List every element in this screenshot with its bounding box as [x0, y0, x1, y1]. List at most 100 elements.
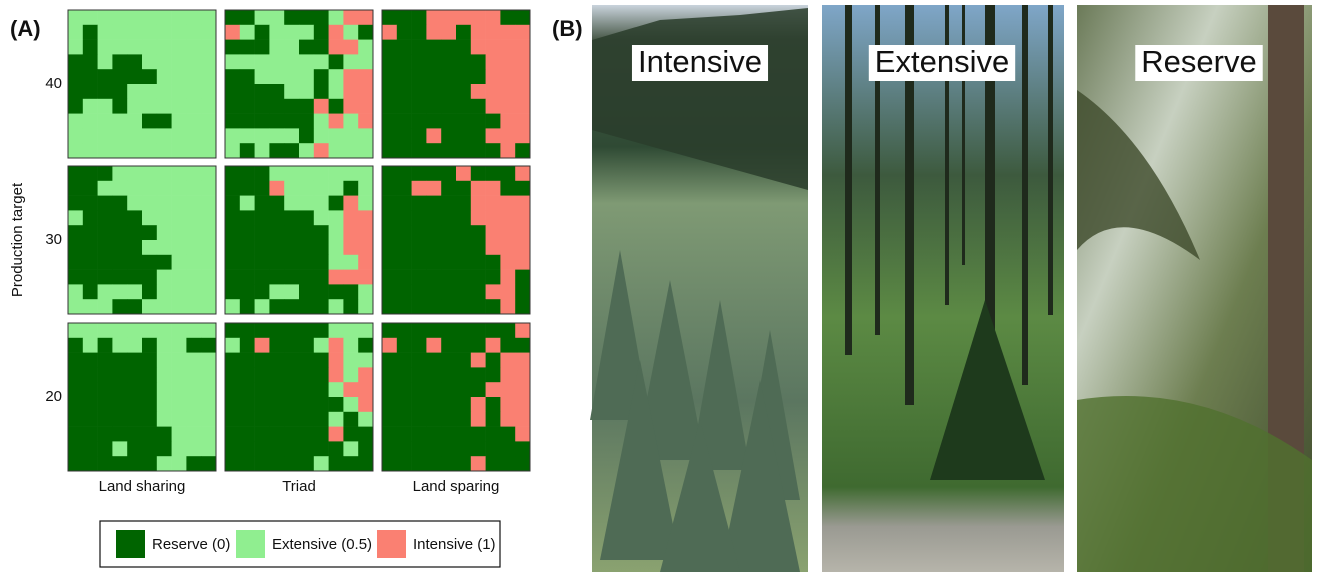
cell [225, 299, 241, 315]
cell [112, 367, 128, 383]
cell [171, 337, 187, 353]
cell [456, 39, 472, 55]
cell [343, 284, 359, 300]
cell [239, 299, 255, 315]
cell [284, 323, 300, 339]
cell [411, 98, 427, 114]
cell [411, 426, 427, 442]
cell [515, 441, 531, 457]
cell [269, 323, 285, 339]
cell [142, 299, 158, 315]
cell [156, 411, 172, 427]
cell [426, 210, 442, 226]
cell [313, 323, 329, 339]
cell [358, 84, 374, 100]
cell [171, 84, 187, 100]
cell [396, 397, 412, 413]
cell [186, 411, 202, 427]
cell [239, 54, 255, 70]
cell [456, 84, 472, 100]
cell [284, 367, 300, 383]
cell [328, 69, 344, 85]
cell [142, 441, 158, 457]
cell [441, 352, 457, 368]
cell [269, 84, 285, 100]
cell [313, 143, 329, 159]
cell [68, 84, 84, 100]
cell [269, 299, 285, 315]
cell [186, 456, 202, 472]
cell [142, 39, 158, 55]
cell [515, 411, 531, 427]
cell [456, 98, 472, 114]
land-map [381, 165, 531, 315]
cell [254, 113, 270, 129]
cell [156, 456, 172, 472]
cell [411, 210, 427, 226]
cell [411, 24, 427, 40]
cell [97, 166, 113, 182]
cell [225, 113, 241, 129]
cell [225, 210, 241, 226]
cell [171, 225, 187, 241]
cell [186, 39, 202, 55]
cell [515, 84, 531, 100]
cell [186, 323, 202, 339]
cell [239, 39, 255, 55]
cell [358, 166, 374, 182]
cell [470, 143, 486, 159]
cell [299, 98, 315, 114]
cell [68, 367, 84, 383]
cell [485, 54, 501, 70]
cell [97, 98, 113, 114]
cell [456, 367, 472, 383]
cell [500, 69, 516, 85]
cell [127, 39, 143, 55]
cell [171, 24, 187, 40]
cell [269, 352, 285, 368]
cell [239, 84, 255, 100]
cell [68, 113, 84, 129]
cell [470, 113, 486, 129]
cell [411, 254, 427, 270]
cell [225, 225, 241, 241]
cell [239, 382, 255, 398]
legend: Reserve (0) Extensive (0.5) Intensive (1) [116, 530, 496, 558]
cell [82, 254, 98, 270]
cell [485, 397, 501, 413]
cell [470, 84, 486, 100]
cell [328, 441, 344, 457]
cell [284, 284, 300, 300]
cell [328, 337, 344, 353]
cell [500, 98, 516, 114]
cell [470, 411, 486, 427]
cell [411, 337, 427, 353]
cell [171, 352, 187, 368]
cell [382, 195, 398, 211]
cell [426, 10, 442, 26]
cell [239, 69, 255, 85]
cell [313, 98, 329, 114]
legend-label: Intensive (1) [413, 536, 496, 553]
cell [156, 39, 172, 55]
cell [500, 323, 516, 339]
cell [396, 269, 412, 285]
cell [156, 10, 172, 26]
cell [426, 269, 442, 285]
moss [1077, 90, 1200, 260]
cell [396, 24, 412, 40]
cell [343, 24, 359, 40]
cell [254, 352, 270, 368]
land-map [67, 322, 217, 472]
cell [500, 180, 516, 196]
cell [426, 337, 442, 353]
cell [97, 284, 113, 300]
cell [485, 337, 501, 353]
cell [142, 269, 158, 285]
cell [382, 337, 398, 353]
cell [313, 382, 329, 398]
cell [156, 113, 172, 129]
cell [515, 323, 531, 339]
cell [470, 210, 486, 226]
cell [456, 69, 472, 85]
